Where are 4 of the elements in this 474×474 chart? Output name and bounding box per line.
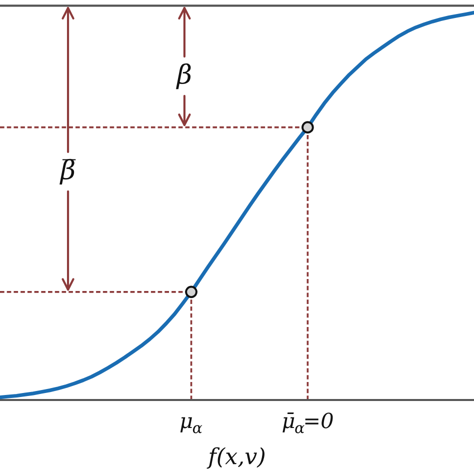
annotation: β̅ [60,158,76,185]
x-axis-title: f(x,v) [206,447,264,469]
annotation: β [176,63,191,90]
x-tick-label: μα [180,417,202,434]
